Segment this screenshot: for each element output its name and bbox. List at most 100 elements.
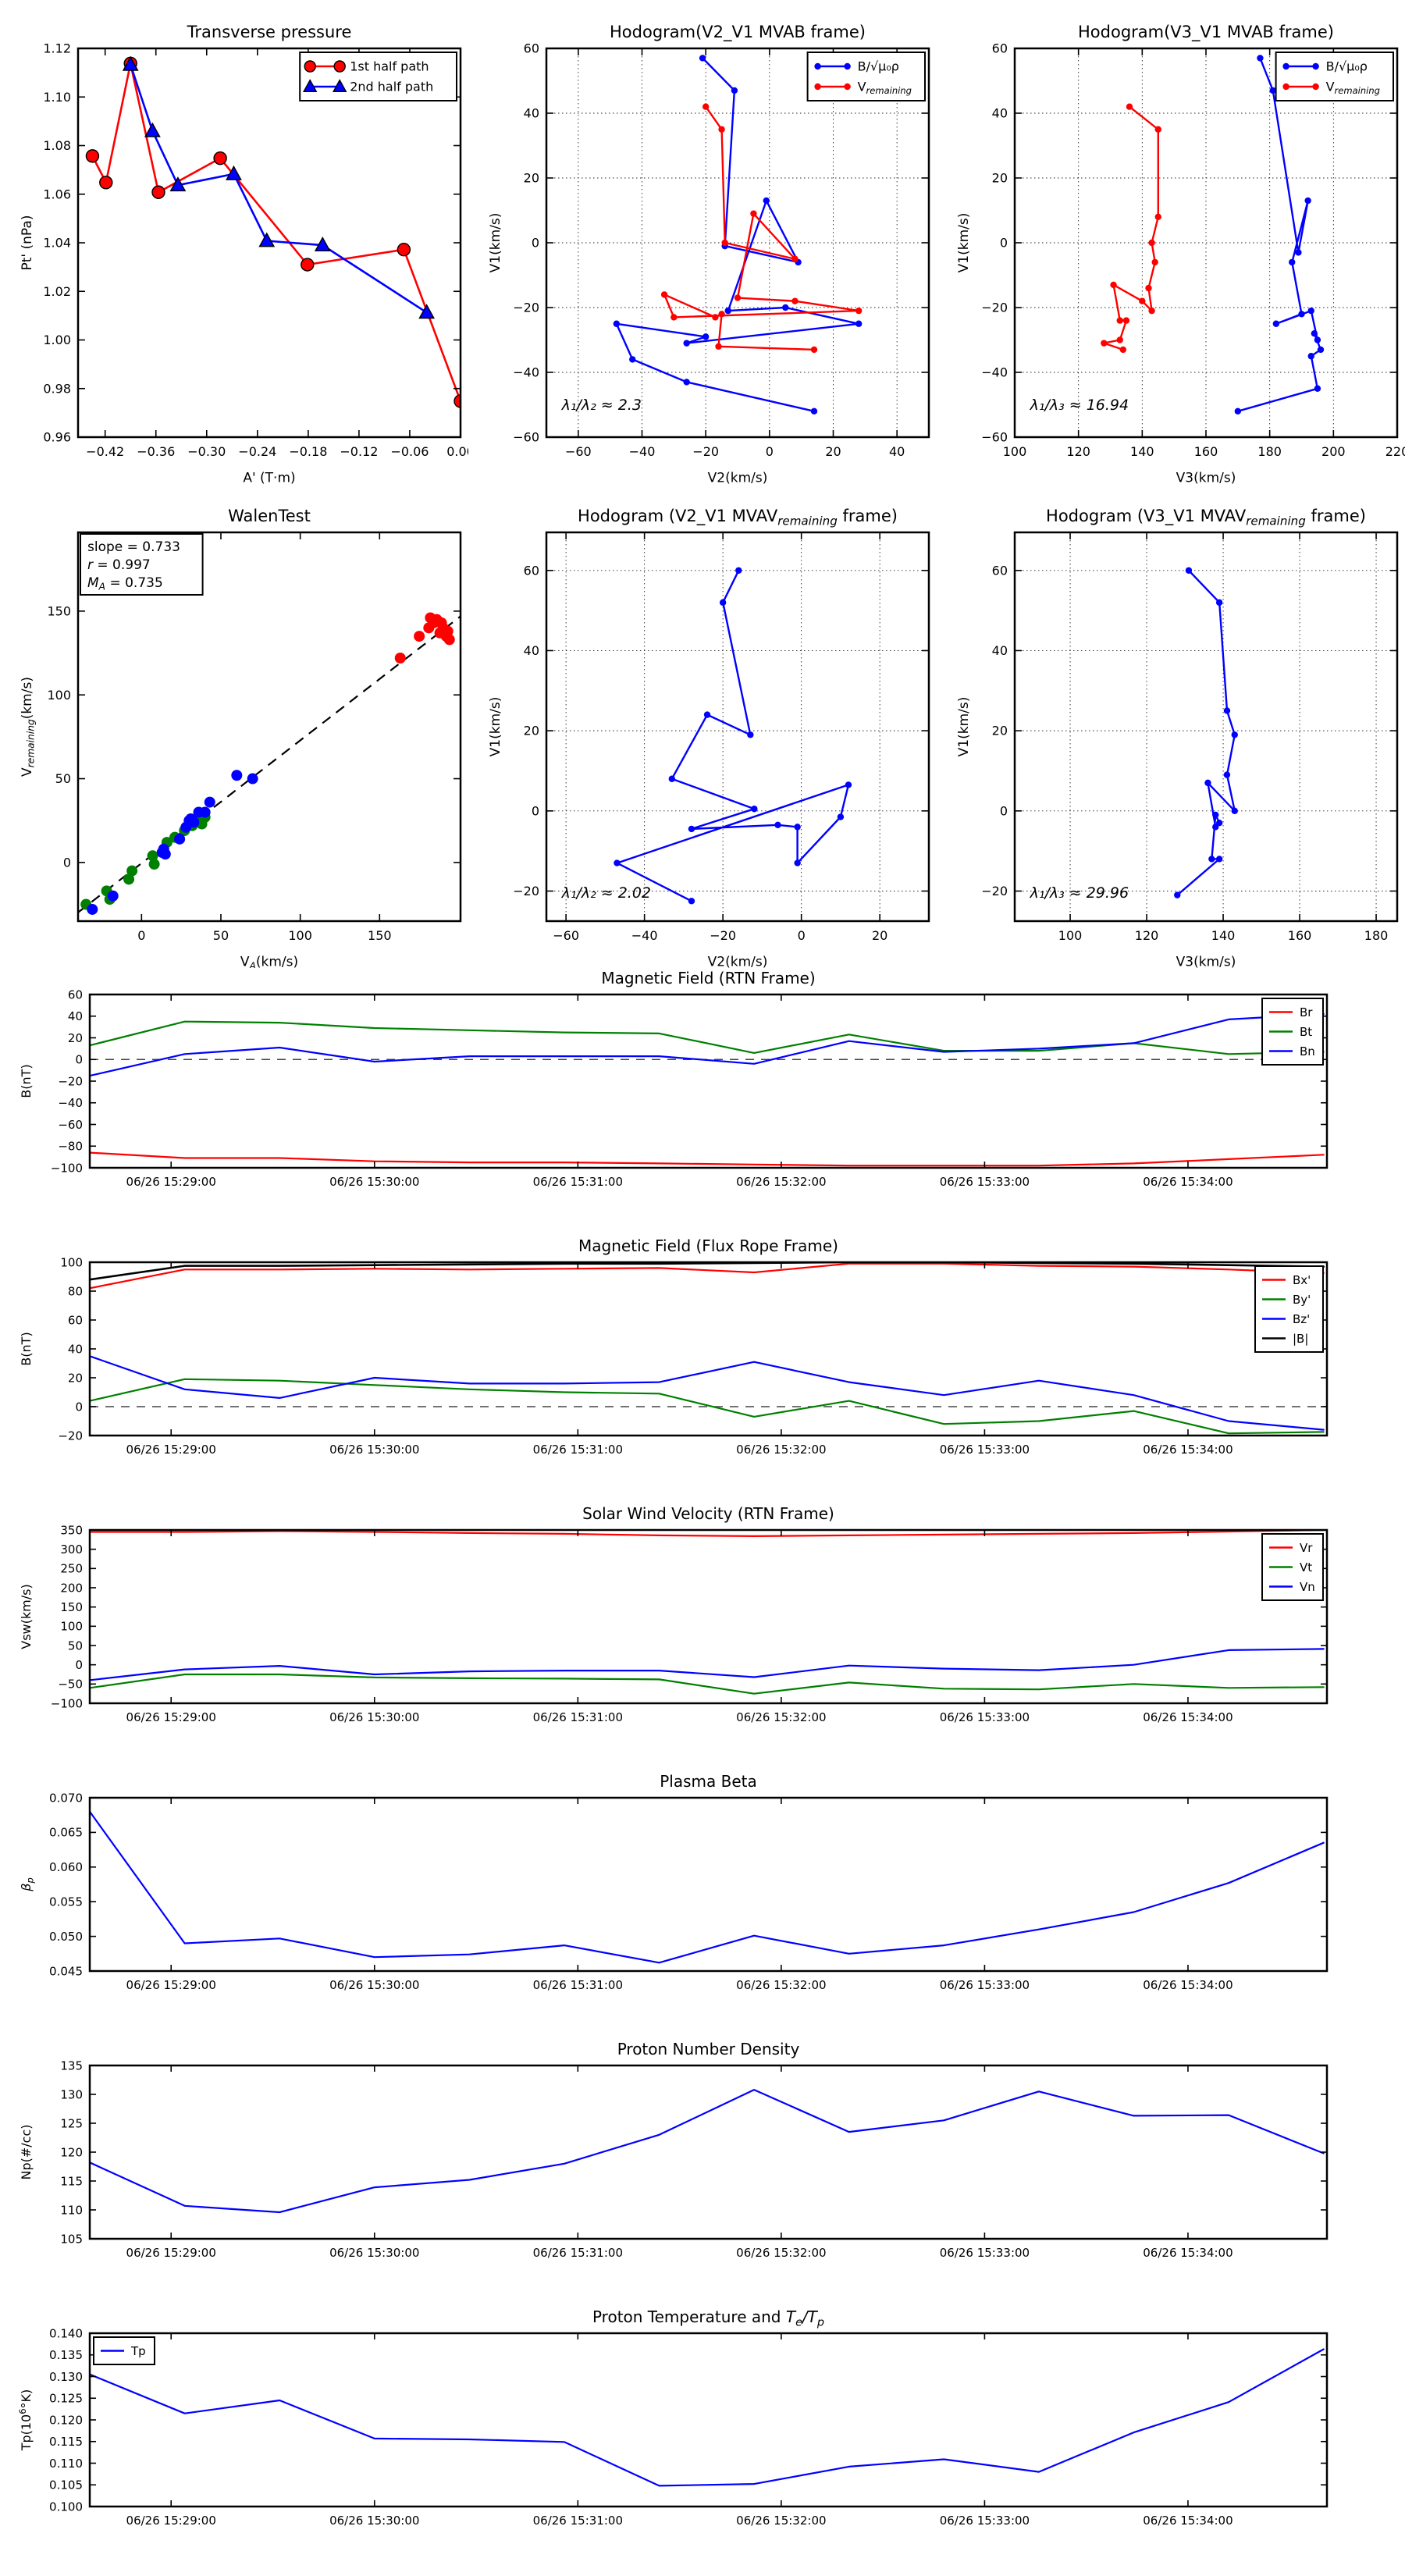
svg-text:0.135: 0.135 <box>49 2348 83 2362</box>
svg-text:06/26 15:34:00: 06/26 15:34:00 <box>1143 1175 1232 1189</box>
plot-hodogram-v3v1-mvav: 100 120 140 160 180 −20 0 20 40 60 Hodogram (V3_V1… <box>937 484 1405 968</box>
svg-text:60: 60 <box>524 563 539 578</box>
svg-text:V1(km/s): V1(km/s) <box>488 213 503 273</box>
svg-text:−0.30: −0.30 <box>187 444 226 459</box>
svg-text:1.10: 1.10 <box>43 90 71 105</box>
svg-text:0.105: 0.105 <box>49 2478 83 2492</box>
svg-text:0.050: 0.050 <box>49 1930 83 1944</box>
svg-text:40: 40 <box>68 1009 83 1023</box>
svg-text:60: 60 <box>992 41 1008 56</box>
svg-text:r = 0.997: r = 0.997 <box>87 557 151 573</box>
svg-text:40: 40 <box>524 643 539 658</box>
svg-text:−20: −20 <box>981 884 1008 898</box>
svg-text:Transverse pressure: Transverse pressure <box>187 23 352 41</box>
svg-text:0.00: 0.00 <box>446 444 468 459</box>
svg-text:0.060: 0.060 <box>49 1860 83 1874</box>
svg-text:220: 220 <box>1385 444 1405 459</box>
plot-plasma-beta: 06/26 15:29:00 06/26 15:30:00 06/26 15:31:… <box>0 1771 1405 2039</box>
svg-text:1.04: 1.04 <box>43 236 71 251</box>
svg-text:Magnetic Field (Flux Rope Fram: Magnetic Field (Flux Rope Frame) <box>578 1236 838 1255</box>
svg-text:06/26 15:33:00: 06/26 15:33:00 <box>940 2514 1030 2528</box>
plot-hodogram-v3v1-mvab: 100 120 140 160 180 200 220 −60 −40 −20 0 20 40 60 Hod… <box>937 0 1405 484</box>
svg-text:06/26 15:31:00: 06/26 15:31:00 <box>533 1175 623 1189</box>
plot-transverse-pressure: −0.42 −0.36 −0.30 −0.24 −0.18 −0.12 −0.06 0.00 0… <box>0 0 468 484</box>
svg-text:150: 150 <box>368 928 392 943</box>
svg-text:0.110: 0.110 <box>49 2457 83 2471</box>
svg-text:06/26 15:31:00: 06/26 15:31:00 <box>533 2514 623 2528</box>
svg-text:B/√μ₀ρ: B/√μ₀ρ <box>858 59 899 74</box>
svg-text:0: 0 <box>1000 236 1008 251</box>
svg-text:120: 120 <box>60 2145 83 2159</box>
svg-text:−60: −60 <box>513 430 539 445</box>
plot-hodogram-v2v1-mvav: −60 −40 −20 0 20 −20 0 20 40 60 Hodogram (V2_V1 MV… <box>468 484 937 968</box>
svg-text:−60: −60 <box>565 444 592 459</box>
svg-text:λ₁/λ₃ ≈ 16.94: λ₁/λ₃ ≈ 16.94 <box>1030 397 1129 414</box>
svg-text:180: 180 <box>1257 444 1282 459</box>
svg-text:V1(km/s): V1(km/s) <box>956 213 972 273</box>
svg-text:V3(km/s): V3(km/s) <box>1176 955 1236 968</box>
plot-magnetic-field-rtn: 06/26 15:29:00 06/26 15:30:00 06/26 15:31:… <box>0 968 1405 1236</box>
plot-walen-test: 0 50 100 150 0 50 100 150 WalenTest VA(km/s) Vrema… <box>0 484 468 968</box>
svg-text:slope = 0.733: slope = 0.733 <box>87 539 180 555</box>
svg-text:B(nT): B(nT) <box>19 1064 34 1098</box>
svg-text:βp: βp <box>19 1877 36 1892</box>
svg-text:0: 0 <box>75 1053 83 1067</box>
svg-text:20: 20 <box>872 928 887 943</box>
svg-text:Tp: Tp <box>130 2344 146 2358</box>
svg-text:60: 60 <box>68 987 83 1002</box>
svg-text:120: 120 <box>1135 928 1159 943</box>
svg-text:06/26 15:29:00: 06/26 15:29:00 <box>126 1443 216 1457</box>
svg-text:0: 0 <box>1000 803 1008 818</box>
svg-text:Pt' (nPa): Pt' (nPa) <box>20 215 35 271</box>
svg-text:20: 20 <box>68 1031 83 1045</box>
svg-text:1.08: 1.08 <box>43 138 71 153</box>
svg-text:−20: −20 <box>58 1429 83 1443</box>
svg-text:06/26 15:32:00: 06/26 15:32:00 <box>736 1710 826 1724</box>
svg-text:0.130: 0.130 <box>49 2370 83 2384</box>
svg-text:06/26 15:30:00: 06/26 15:30:00 <box>329 1443 419 1457</box>
svg-text:A' (T·m): A' (T·m) <box>243 471 295 484</box>
svg-text:200: 200 <box>60 1581 83 1595</box>
svg-text:0: 0 <box>75 1658 83 1672</box>
svg-text:150: 150 <box>47 603 71 618</box>
svg-text:−60: −60 <box>553 928 579 943</box>
svg-text:Bz': Bz' <box>1293 1312 1310 1326</box>
svg-text:λ₁/λ₂ ≈ 2.02: λ₁/λ₂ ≈ 2.02 <box>561 884 651 902</box>
svg-text:MA = 0.735: MA = 0.735 <box>87 575 163 592</box>
svg-text:−20: −20 <box>981 301 1008 315</box>
svg-text:50: 50 <box>55 771 71 786</box>
svg-text:40: 40 <box>524 106 539 121</box>
svg-text:06/26 15:30:00: 06/26 15:30:00 <box>329 2514 419 2528</box>
svg-text:06/26 15:31:00: 06/26 15:31:00 <box>533 1978 623 1992</box>
svg-text:−50: −50 <box>58 1678 83 1692</box>
svg-text:06/26 15:34:00: 06/26 15:34:00 <box>1143 2246 1232 2260</box>
svg-text:VA(km/s): VA(km/s) <box>240 955 298 968</box>
svg-text:40: 40 <box>992 643 1008 658</box>
svg-text:140: 140 <box>1211 928 1236 943</box>
svg-text:60: 60 <box>524 41 539 56</box>
svg-text:06/26 15:29:00: 06/26 15:29:00 <box>126 1978 216 1992</box>
svg-text:−100: −100 <box>51 1161 83 1175</box>
svg-text:20: 20 <box>68 1371 83 1385</box>
svg-text:100: 100 <box>47 688 71 703</box>
svg-text:0.070: 0.070 <box>49 1791 83 1805</box>
svg-text:06/26 15:31:00: 06/26 15:31:00 <box>533 1443 623 1457</box>
svg-text:60: 60 <box>68 1313 83 1327</box>
svg-text:−40: −40 <box>629 444 656 459</box>
svg-text:0.125: 0.125 <box>49 2392 83 2406</box>
svg-text:06/26 15:29:00: 06/26 15:29:00 <box>126 1710 216 1724</box>
svg-text:100: 100 <box>60 1255 83 1269</box>
svg-text:100: 100 <box>288 928 312 943</box>
svg-text:115: 115 <box>60 2174 83 2188</box>
plot-solar-wind-velocity: 06/26 15:29:00 06/26 15:30:00 06/26 15:31:… <box>0 1503 1405 1771</box>
svg-text:06/26 15:34:00: 06/26 15:34:00 <box>1143 1443 1232 1457</box>
svg-text:06/26 15:30:00: 06/26 15:30:00 <box>329 1978 419 1992</box>
svg-text:Br: Br <box>1300 1005 1313 1019</box>
svg-text:06/26 15:33:00: 06/26 15:33:00 <box>940 1978 1030 1992</box>
svg-text:Hodogram(V3_V1 MVAB frame): Hodogram(V3_V1 MVAB frame) <box>1078 23 1334 42</box>
svg-text:0: 0 <box>75 1400 83 1414</box>
svg-text:06/26 15:33:00: 06/26 15:33:00 <box>940 1175 1030 1189</box>
svg-text:125: 125 <box>60 2116 83 2130</box>
svg-text:80: 80 <box>68 1284 83 1298</box>
svg-text:B(nT): B(nT) <box>19 1332 34 1365</box>
